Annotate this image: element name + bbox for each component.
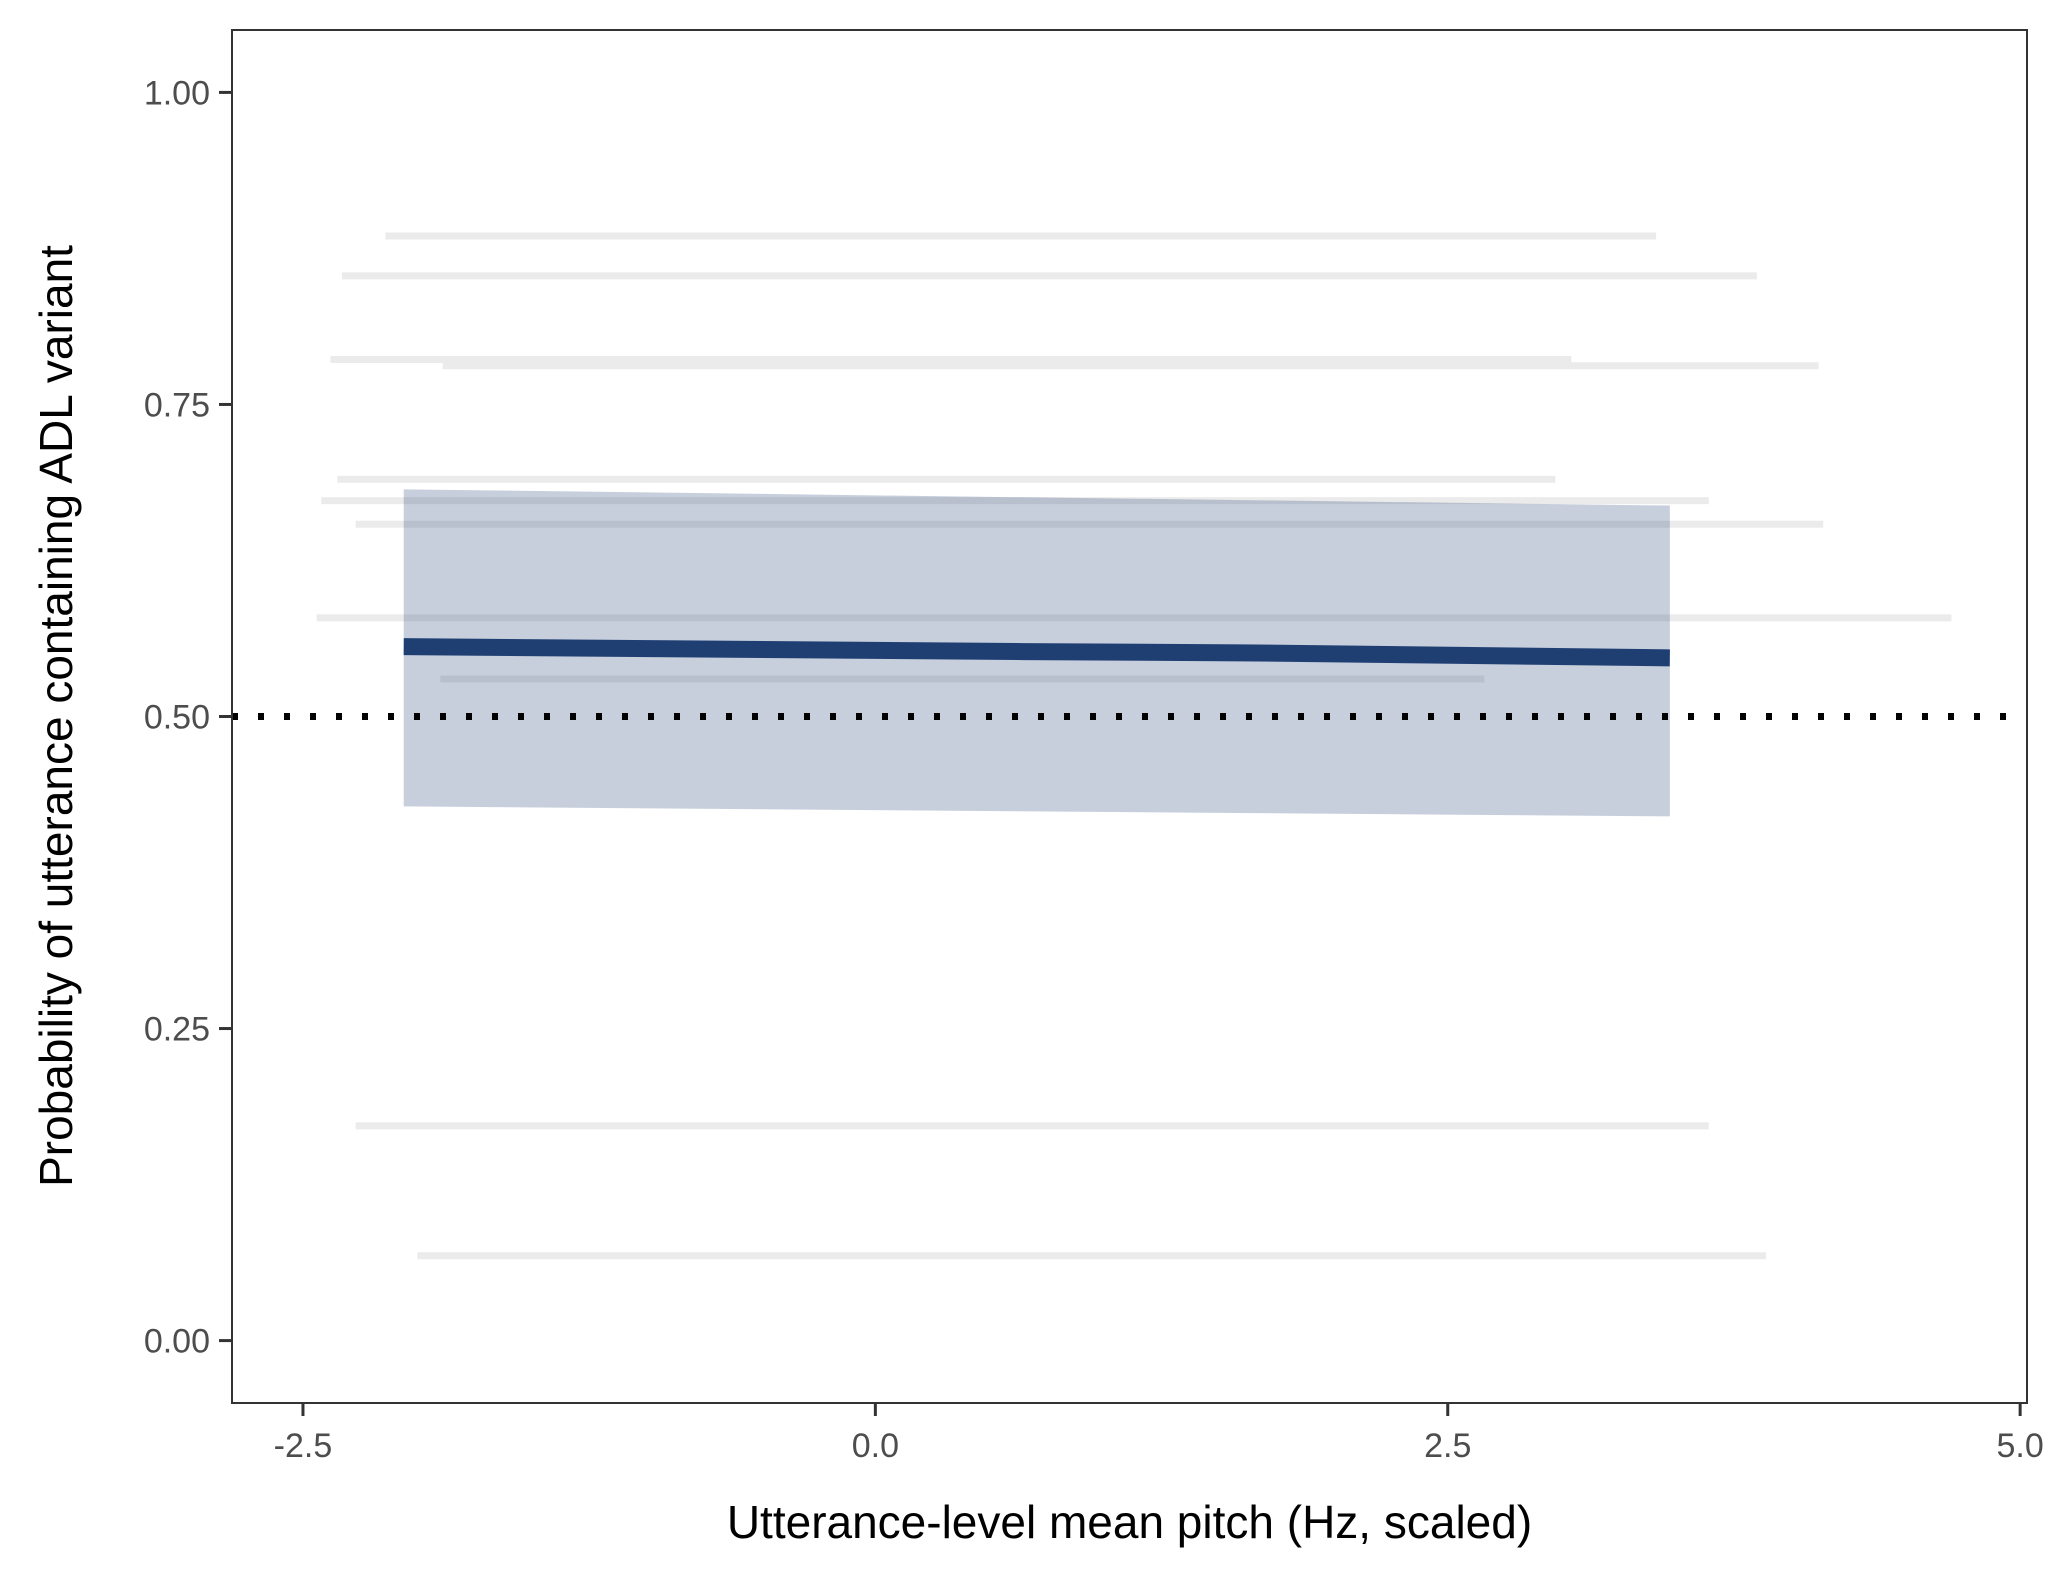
y-axis-title: Probability of utterance containing ADL … bbox=[30, 245, 82, 1187]
y-tick-label: 0.00 bbox=[144, 1323, 210, 1361]
y-tick-label: 0.75 bbox=[144, 386, 210, 424]
y-tick-label: 0.25 bbox=[144, 1011, 210, 1049]
y-tick-label: 1.00 bbox=[144, 74, 210, 112]
fit-line-layer bbox=[403, 638, 1670, 667]
x-tick-label: -2.5 bbox=[274, 1427, 333, 1465]
x-axis: -2.5 0.0 2.5 5.0 bbox=[274, 1403, 2044, 1465]
x-tick-label: 5.0 bbox=[1996, 1427, 2043, 1465]
y-axis: 0.00 0.25 0.50 0.75 1.00 bbox=[144, 74, 232, 1361]
x-tick-label: 0.0 bbox=[852, 1427, 899, 1465]
individual-lines bbox=[316, 232, 1952, 1260]
x-axis-title: Utterance-level mean pitch (Hz, scaled) bbox=[727, 1496, 1532, 1548]
fit-line bbox=[403, 638, 1670, 667]
x-tick-label: 2.5 bbox=[1424, 1427, 1471, 1465]
y-tick-label: 0.50 bbox=[144, 699, 210, 737]
